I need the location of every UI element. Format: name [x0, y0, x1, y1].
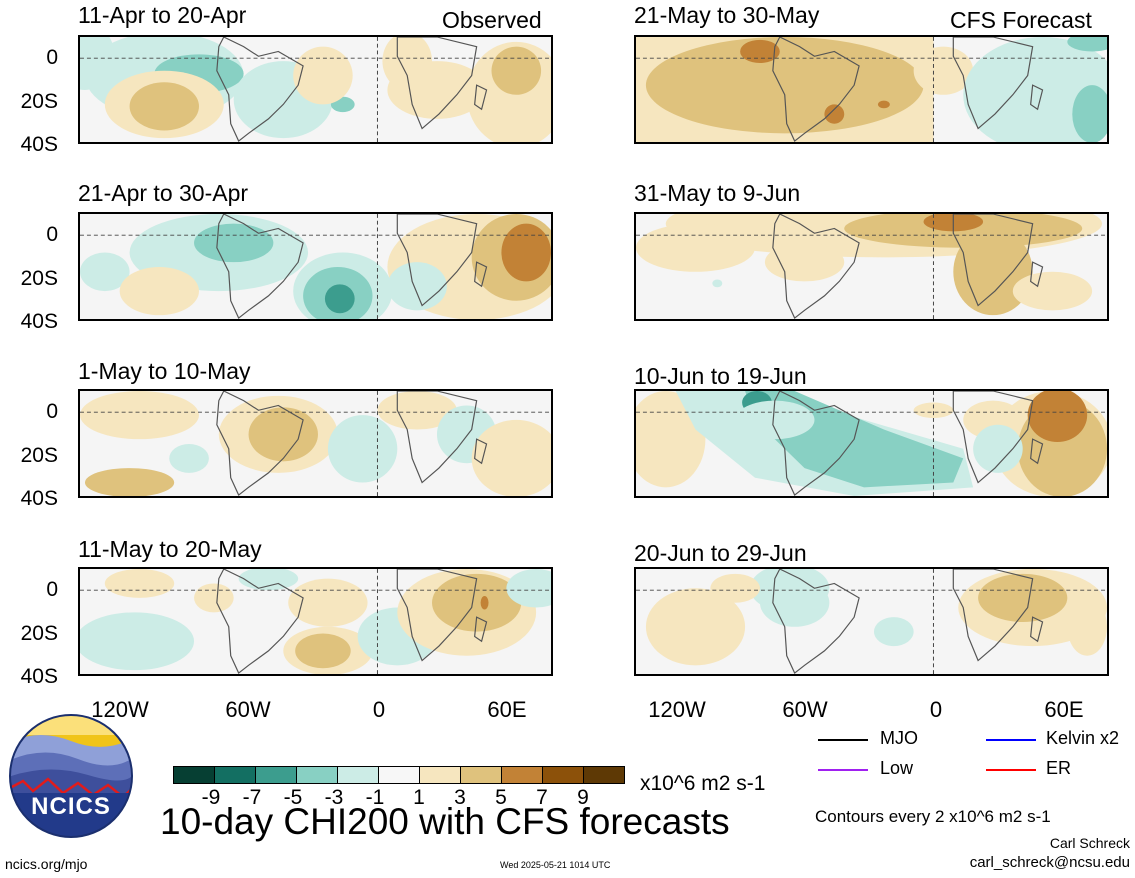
legend-line-mjo — [818, 739, 868, 741]
colorbar-swatch — [542, 766, 584, 784]
colorbar-swatch — [583, 766, 625, 784]
colorbar-swatch — [419, 766, 461, 784]
x-tick: 120W — [648, 697, 706, 722]
colorbar-swatch — [460, 766, 502, 784]
colorbar-tick-label: -1 — [365, 786, 385, 809]
y-tick: 20S — [20, 444, 58, 467]
y-tick: 0 — [46, 400, 58, 423]
y-tick: 0 — [46, 223, 58, 246]
panel-title: 10-Jun to 19-Jun — [634, 363, 807, 389]
x-tick: 60E — [487, 697, 527, 722]
colorbar-tick-label: 9 — [577, 786, 589, 809]
y-tick: 0 — [46, 578, 58, 601]
y-tick: 40S — [20, 487, 58, 510]
cfs-forecast-label: CFS Forecast — [950, 7, 1092, 33]
y-tick: 0 — [46, 46, 58, 69]
legend-line-kelvin — [986, 739, 1036, 741]
legend-label: MJO — [880, 728, 918, 748]
y-tick: 20S — [20, 90, 58, 113]
ncics-logo: NCICS — [8, 713, 134, 839]
legend-line-low — [818, 769, 868, 771]
contour-note: Contours every 2 x10^6 m2 s-1 — [815, 807, 1051, 826]
colorbar-tick-label: -3 — [324, 786, 344, 809]
legend-label: Low — [880, 758, 914, 778]
figure-title: 10-day CHI200 with CFS forecasts — [160, 801, 730, 842]
colorbar-swatch — [501, 766, 543, 784]
observed-label: Observed — [442, 7, 542, 33]
map-frame — [634, 35, 1109, 144]
y-tick: 20S — [20, 267, 58, 290]
x-tick: 60E — [1044, 697, 1084, 722]
logo-text: NCICS — [31, 793, 111, 820]
colorbar-swatch — [296, 766, 338, 784]
colorbar-tick-label: -7 — [242, 786, 262, 809]
y-tick: 40S — [20, 310, 58, 333]
map-frame — [634, 389, 1109, 498]
legend-label: Kelvin x2 — [1046, 728, 1120, 748]
map-frame — [634, 212, 1109, 321]
panel-title: 11-Apr to 20-Apr — [78, 2, 247, 28]
panel-title: 11-May to 20-May — [78, 536, 262, 562]
y-tick: 20S — [20, 622, 58, 645]
colorbar-tick-label: -5 — [283, 786, 303, 809]
map-frame — [78, 35, 553, 144]
colorbar-tick-label: 1 — [413, 786, 425, 809]
panel-title: 21-Apr to 30-Apr — [78, 180, 249, 206]
author: Carl Schreck — [1049, 835, 1130, 851]
x-tick: 60W — [782, 697, 828, 722]
x-tick: 120W — [91, 697, 149, 722]
panel-title: 1-May to 10-May — [78, 358, 251, 384]
legend-line-er — [986, 769, 1036, 771]
colorbar-swatch — [255, 766, 297, 784]
map-frame — [78, 212, 553, 321]
panel-title: 31-May to 9-Jun — [634, 180, 801, 206]
website: ncics.org/mjo — [5, 856, 88, 872]
y-tick: 40S — [20, 665, 58, 688]
units-label: x10^6 m2 s-1 — [640, 772, 766, 795]
colorbar-swatch — [337, 766, 379, 784]
colorbar-swatch — [378, 766, 420, 784]
email: carl_schreck@ncsu.edu — [969, 854, 1130, 871]
timestamp: Wed 2025-05-21 1014 UTC — [500, 860, 611, 870]
x-tick: 0 — [929, 697, 943, 722]
x-tick: 0 — [372, 697, 386, 722]
panel-title: 20-Jun to 29-Jun — [634, 540, 807, 566]
y-tick: 40S — [20, 133, 58, 156]
legend-label: ER — [1046, 758, 1072, 778]
colorbar-swatch — [173, 766, 215, 784]
colorbar-swatch — [214, 766, 256, 784]
x-tick: 60W — [225, 697, 271, 722]
colorbar-tick-label: 5 — [495, 786, 507, 809]
panel-title: 21-May to 30-May — [634, 2, 820, 28]
map-frame — [78, 389, 553, 498]
map-frame — [78, 567, 553, 676]
colorbar-tick-label: 7 — [536, 786, 548, 809]
map-frame — [634, 567, 1109, 676]
colorbar-tick-label: 3 — [454, 786, 466, 809]
colorbar-tick-label: -9 — [201, 786, 221, 809]
